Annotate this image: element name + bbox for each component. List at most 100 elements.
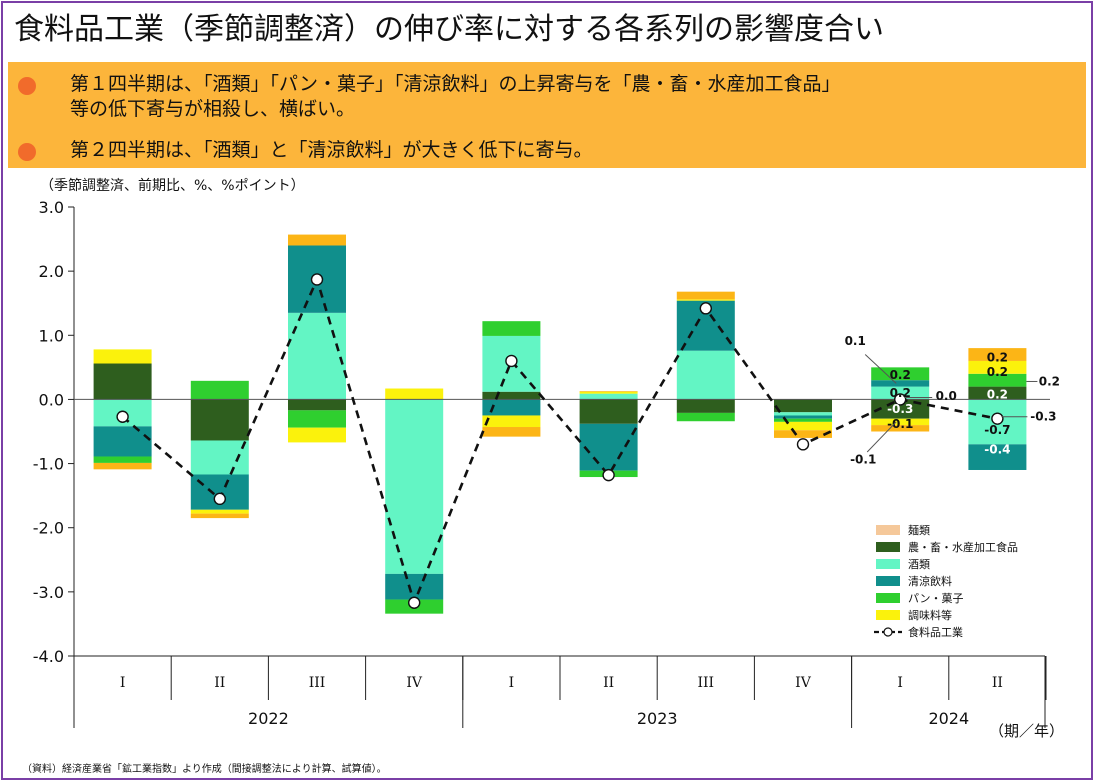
bar-segment — [190, 509, 249, 514]
y-tick-label: -1.0 — [33, 455, 64, 474]
y-tick-label: 0.0 — [39, 390, 64, 409]
legend-label: パン・菓子 — [908, 592, 964, 605]
bar-segment — [676, 350, 735, 400]
bar-segment — [871, 399, 930, 419]
total-line-point — [991, 412, 1004, 425]
bar-segment — [385, 388, 444, 400]
callout-leader — [864, 354, 897, 384]
bar-segment — [676, 412, 735, 422]
x-tick-label: I — [120, 675, 126, 691]
data-label: -0.4 — [984, 442, 1010, 456]
x-tick-label: I — [897, 675, 903, 691]
bar-segment — [482, 391, 541, 400]
x-tick-label: IV — [406, 675, 423, 691]
bar-segment — [579, 399, 638, 424]
total-line-point — [408, 596, 421, 609]
data-label: -0.1 — [850, 453, 876, 467]
y-tick-label: 2.0 — [39, 262, 64, 281]
bar-segment — [482, 427, 541, 437]
bar-segment — [93, 349, 152, 364]
bar-segment — [482, 399, 541, 416]
bar-segment — [579, 391, 638, 394]
y-tick-label: -3.0 — [33, 583, 64, 602]
x-tick-label: III — [309, 675, 326, 691]
summary-line-3: 第２四半期は、「酒類」と「清涼飲料」が大きく低下に寄与。 — [70, 139, 593, 161]
bar-segment — [93, 456, 152, 463]
legend-swatch — [876, 525, 900, 535]
bar-segment — [385, 573, 444, 600]
unit-label: （季節調整済、前期比、%、%ポイント） — [40, 177, 305, 194]
y-tick-label: -2.0 — [33, 519, 64, 538]
summary-line-2: 等の低下寄与が相殺し、横ばい。 — [70, 98, 356, 120]
bar-segment — [774, 412, 832, 416]
y-tick-label: -4.0 — [33, 647, 64, 666]
legend-swatch — [876, 542, 900, 552]
bar-segment — [190, 440, 249, 475]
bullet-icon — [18, 77, 36, 95]
source-note: （資料）経済産業省「鉱工業指数」より作成（間接調整法により計算、試算値）。 — [22, 764, 387, 775]
x-tick-label: II — [603, 675, 614, 691]
bar-segment — [482, 415, 541, 428]
bar-segment — [968, 373, 1027, 387]
legend-label: 清涼飲料 — [908, 574, 952, 588]
total-line-point — [213, 492, 227, 506]
total-line-point — [602, 468, 615, 482]
data-label: 0.2 — [1039, 374, 1060, 388]
total-line-point — [894, 393, 907, 406]
bar-segment — [676, 399, 735, 413]
x-year-label: 2022 — [248, 709, 289, 728]
data-label: -0.3 — [1030, 410, 1056, 424]
total-line-point — [699, 302, 712, 315]
x-year-label: 2024 — [928, 709, 969, 728]
bar-segment — [774, 430, 832, 438]
bar-segment — [774, 421, 832, 431]
bar-segment — [871, 386, 930, 400]
legend-swatch — [876, 610, 900, 620]
data-label: 0.2 — [987, 351, 1008, 365]
bar-segment — [288, 410, 346, 428]
x-tick-label: II — [992, 675, 1003, 691]
x-axis-label: （期／年） — [989, 722, 1064, 740]
legend-label: 食料品工業 — [908, 625, 963, 639]
bar-segment — [871, 418, 930, 426]
legend-label: 麺類 — [908, 524, 930, 537]
page-title: 食料品工業（季節調整済）の伸び率に対する各系列の影響度合い — [14, 12, 884, 47]
callout-leader — [866, 421, 897, 453]
data-label: -0.7 — [984, 423, 1010, 437]
bar-segment — [676, 291, 735, 300]
data-label: 0.2 — [987, 365, 1008, 379]
bar-segment — [288, 312, 346, 400]
bar-segment — [288, 234, 346, 246]
bar-segment — [579, 391, 638, 392]
bar-segment — [774, 415, 832, 419]
legend-label: 酒類 — [908, 558, 930, 571]
total-line-point — [796, 438, 810, 451]
data-label: 0.0 — [936, 389, 957, 403]
x-tick-label: III — [698, 675, 715, 691]
bar-segment — [288, 399, 346, 411]
bar-segment — [190, 399, 249, 441]
bar-segment — [968, 348, 1027, 361]
bar-segment — [93, 462, 152, 470]
bar-segment — [968, 386, 1027, 400]
total-line-point — [310, 273, 324, 286]
bar-segment — [482, 321, 541, 336]
bar-segment — [871, 425, 930, 432]
bar-segment — [93, 363, 152, 400]
x-tick-label: II — [214, 675, 225, 691]
bar-segment — [676, 299, 735, 301]
total-line-point — [116, 410, 129, 423]
legend-label: 農・畜・水産加工食品 — [908, 540, 1018, 554]
data-label: 0.2 — [890, 368, 911, 382]
x-year-label: 2023 — [637, 709, 678, 728]
bar-segment — [579, 423, 638, 471]
bar-segment — [968, 360, 1027, 374]
bar-segment — [93, 426, 152, 457]
data-label: 0.2 — [890, 386, 911, 400]
legend-marker — [883, 627, 893, 637]
legend-swatch — [876, 593, 900, 603]
bar-segment — [190, 513, 249, 519]
bar-segment — [774, 418, 832, 422]
y-tick-label: 1.0 — [39, 326, 64, 345]
